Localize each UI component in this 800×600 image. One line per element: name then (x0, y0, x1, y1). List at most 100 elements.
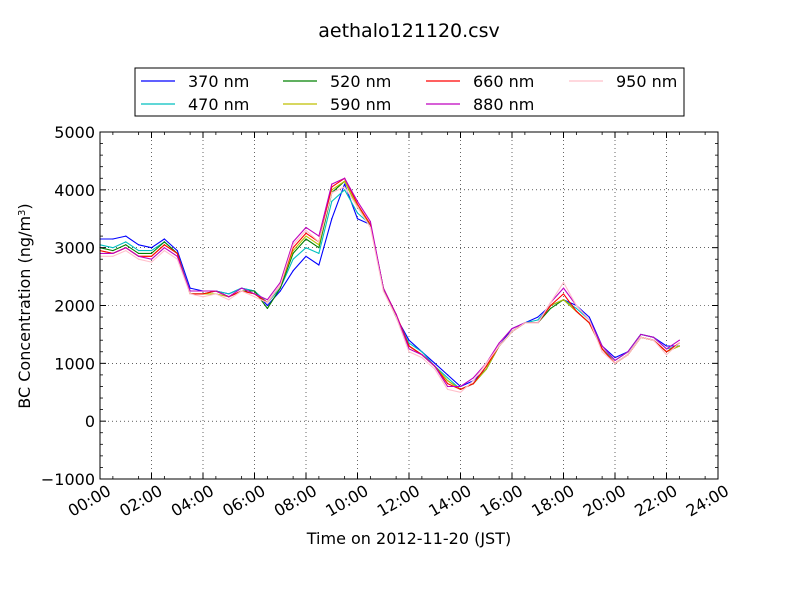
data-point (279, 290, 281, 292)
data-point (356, 218, 359, 220)
axis-ticks (99, 131, 719, 480)
data-point (138, 255, 140, 257)
data-point (665, 348, 668, 350)
series-line (100, 186, 680, 393)
data-point (292, 270, 294, 272)
legend-label: 880 nm (473, 95, 534, 114)
data-point (228, 293, 230, 295)
chart-title: aethalo121120.csv (318, 20, 500, 42)
data-point (678, 342, 680, 344)
data-point (125, 247, 127, 249)
data-point (627, 351, 629, 353)
grid (100, 132, 718, 479)
data-point (150, 258, 153, 260)
data-point (176, 258, 178, 260)
data-point (614, 356, 616, 359)
data-point (202, 296, 204, 298)
data-point (279, 284, 281, 286)
data-point (331, 218, 333, 220)
data-point (447, 374, 449, 376)
data-point (550, 307, 552, 309)
data-point (485, 368, 487, 370)
data-point (150, 247, 153, 249)
data-point (228, 299, 230, 301)
data-point (356, 200, 359, 202)
y-axis-label: BC Concentration (ng/m3) (15, 203, 34, 408)
data-point (408, 345, 410, 347)
data-point (588, 322, 590, 324)
data-point (163, 238, 165, 240)
data-point (550, 304, 552, 307)
data-point (447, 380, 449, 382)
data-point (459, 385, 462, 388)
data-point (189, 293, 191, 295)
data-point (678, 339, 680, 341)
data-point (266, 302, 268, 304)
data-point (498, 342, 500, 344)
data-point (344, 180, 346, 182)
data-point (665, 354, 668, 356)
data-point (421, 351, 423, 353)
data-point (163, 249, 165, 252)
data-point (498, 345, 500, 347)
data-point (382, 290, 384, 292)
legend-label: 590 nm (330, 95, 391, 114)
data-point (614, 362, 616, 364)
data-point (292, 244, 294, 246)
legend: 370 nm 470 nm 520 nm 590 nm 660 nm 880 nm 950 … (134, 67, 685, 117)
data-point (665, 351, 668, 353)
data-point (472, 380, 474, 382)
data-point (408, 342, 410, 344)
data-point (176, 249, 178, 252)
data-point (150, 249, 153, 252)
data-point (305, 226, 307, 229)
data-point (485, 365, 487, 367)
data-point (434, 365, 436, 367)
series-950-nm (99, 186, 680, 393)
data-point (228, 296, 230, 298)
data-point (305, 235, 307, 237)
data-point (434, 368, 436, 370)
data-point (395, 316, 397, 318)
data-point (331, 192, 333, 194)
legend-label: 520 nm (330, 72, 391, 91)
data-point (112, 252, 114, 255)
data-point (562, 281, 565, 283)
y-tick-label: 3000 (54, 239, 95, 258)
data-point (344, 189, 346, 191)
data-point (189, 287, 191, 289)
data-point (356, 212, 359, 214)
data-point (318, 244, 320, 246)
data-point (266, 304, 268, 307)
data-point (138, 252, 140, 255)
data-point (253, 296, 256, 298)
data-point (408, 351, 410, 353)
data-point (318, 241, 320, 243)
data-point (601, 348, 603, 350)
data-point (434, 362, 436, 364)
data-point (253, 293, 256, 295)
data-point (369, 226, 371, 229)
data-point (292, 241, 294, 243)
data-point (601, 351, 603, 353)
y-tick-label: 0 (85, 412, 95, 431)
data-point (562, 293, 565, 295)
data-point (202, 293, 204, 295)
data-point (614, 359, 616, 362)
data-point (653, 339, 655, 341)
data-point (459, 391, 462, 393)
data-point (266, 299, 268, 301)
data-point (511, 328, 513, 330)
data-point (665, 345, 668, 347)
data-point (421, 356, 423, 359)
data-point (601, 345, 603, 347)
data-point (112, 255, 114, 257)
data-point (112, 238, 114, 240)
data-point (447, 385, 449, 388)
data-point (408, 348, 410, 350)
y-tick-label: 2000 (54, 297, 95, 316)
data-point (395, 313, 397, 315)
data-point (292, 252, 294, 255)
data-point (305, 255, 307, 257)
